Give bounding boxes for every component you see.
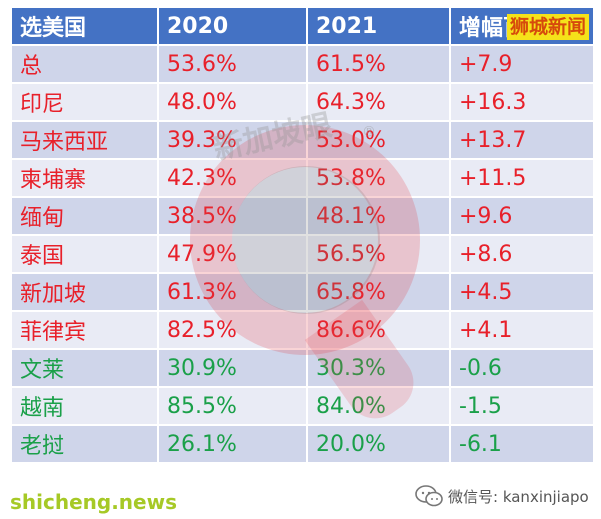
table-row: 越南 85.5% 84.0% -1.5 <box>10 386 595 426</box>
overlay-label: 狮城新闻 <box>507 14 590 40</box>
table-row: 文莱 30.9% 30.3% -0.6 <box>10 348 595 388</box>
data-table-wrapper: 选美国 2020 2021 增幅百分点 总53.6%61.5%+7.9印尼48.… <box>10 6 595 464</box>
country-cell: 柬埔寨 <box>10 158 159 198</box>
value-2020-cell: 48.0% <box>157 82 308 122</box>
header-country: 选美国 <box>10 6 159 46</box>
change-cell: -6.1 <box>449 424 595 464</box>
value-2021-cell: 65.8% <box>306 272 451 312</box>
value-2021-cell: 64.3% <box>306 82 451 122</box>
change-cell: +13.7 <box>449 120 595 160</box>
header-2021: 2021 <box>306 6 451 46</box>
country-cell: 马来西亚 <box>10 120 159 160</box>
table-row: 柬埔寨 42.3% 53.8% +11.5 <box>10 158 595 198</box>
table-row: 总 53.6% 61.5% +7.9 <box>10 44 595 84</box>
value-2021-cell: 86.6% <box>306 310 451 350</box>
value-2020-cell: 30.9% <box>157 348 308 388</box>
value-2020-cell: 42.3% <box>157 158 308 198</box>
table-row: 马来西亚 39.3% 53.0% +13.7 <box>10 120 595 160</box>
value-2021-cell: 20.0% <box>306 424 451 464</box>
value-2021-cell: 30.3% <box>306 348 451 388</box>
data-table: 选美国 2020 2021 增幅百分点 总53.6%61.5%+7.9印尼48.… <box>10 6 595 464</box>
country-cell: 总 <box>10 44 159 84</box>
table-row: 老挝 26.1% 20.0% -6.1 <box>10 424 595 464</box>
wechat-icon <box>415 485 443 507</box>
change-cell: +9.6 <box>449 196 595 236</box>
header-2020: 2020 <box>157 6 308 46</box>
value-2020-cell: 85.5% <box>157 386 308 426</box>
change-cell: -0.6 <box>449 348 595 388</box>
value-2020-cell: 38.5% <box>157 196 308 236</box>
table-row: 新加坡 61.3% 65.8% +4.5 <box>10 272 595 312</box>
table-row: 印尼 48.0% 64.3% +16.3 <box>10 82 595 122</box>
country-cell: 文莱 <box>10 348 159 388</box>
change-cell: -1.5 <box>449 386 595 426</box>
country-cell: 印尼 <box>10 82 159 122</box>
value-2021-cell: 84.0% <box>306 386 451 426</box>
table-row: 菲律宾 82.5% 86.6% +4.1 <box>10 310 595 350</box>
value-2020-cell: 53.6% <box>157 44 308 84</box>
value-2021-cell: 56.5% <box>306 234 451 274</box>
country-cell: 菲律宾 <box>10 310 159 350</box>
change-cell: +11.5 <box>449 158 595 198</box>
value-2021-cell: 61.5% <box>306 44 451 84</box>
value-2021-cell: 53.0% <box>306 120 451 160</box>
value-2021-cell: 53.8% <box>306 158 451 198</box>
table-row: 缅甸 38.5% 48.1% +9.6 <box>10 196 595 236</box>
value-2020-cell: 39.3% <box>157 120 308 160</box>
table-row: 泰国 47.9% 56.5% +8.6 <box>10 234 595 274</box>
value-2020-cell: 47.9% <box>157 234 308 274</box>
value-2021-cell: 48.1% <box>306 196 451 236</box>
value-2020-cell: 61.3% <box>157 272 308 312</box>
country-cell: 泰国 <box>10 234 159 274</box>
change-cell: +7.9 <box>449 44 595 84</box>
footer: shicheng.news 微信号: kanxinjiapo <box>0 468 601 519</box>
value-2020-cell: 82.5% <box>157 310 308 350</box>
change-cell: +4.5 <box>449 272 595 312</box>
change-cell: +16.3 <box>449 82 595 122</box>
value-2020-cell: 26.1% <box>157 424 308 464</box>
wechat-id: 微信号: kanxinjiapo <box>448 488 589 506</box>
country-cell: 缅甸 <box>10 196 159 236</box>
country-cell: 新加坡 <box>10 272 159 312</box>
change-cell: +4.1 <box>449 310 595 350</box>
country-cell: 老挝 <box>10 424 159 464</box>
change-cell: +8.6 <box>449 234 595 274</box>
country-cell: 越南 <box>10 386 159 426</box>
table-body: 总 53.6% 61.5% +7.9 印尼 48.0% 64.3% +16.3 马来西亚 39.3… <box>10 44 595 464</box>
site-name: shicheng.news <box>10 490 177 514</box>
